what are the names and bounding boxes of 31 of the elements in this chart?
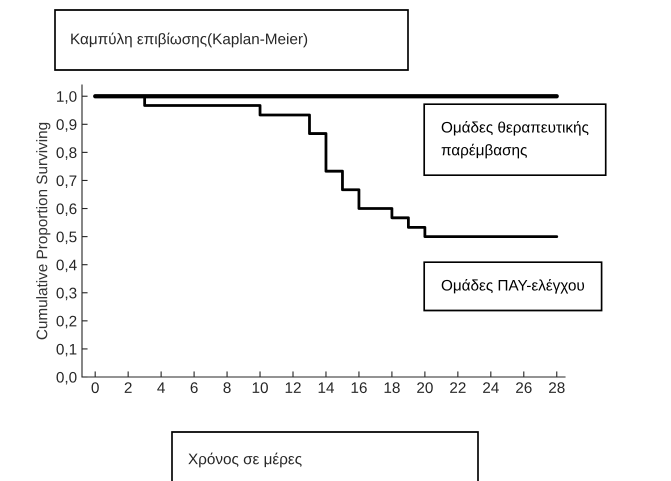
x-tick-label: 2 <box>124 382 132 393</box>
x-tick-label: 28 <box>549 382 565 394</box>
x-tick-label: 12 <box>286 382 301 393</box>
y-tick-label: 0,3 <box>56 288 76 300</box>
x-tick-label: 14 <box>318 382 334 393</box>
y-tick-label: 0,8 <box>56 147 76 160</box>
y-tick-label: 0,6 <box>56 203 76 216</box>
chart-title: Καμπύλη επιβίωσης(Kaplan-Meier) <box>71 32 308 48</box>
x-tick-label: 18 <box>384 382 400 394</box>
x-tick-label: 24 <box>483 382 499 393</box>
x-tick-label: 8 <box>223 382 231 394</box>
x-tick-label: 10 <box>252 382 268 394</box>
x-axis-title: Χρόνος σε μέρες <box>188 452 302 468</box>
x-tick-label: 26 <box>516 382 532 394</box>
text: Ομάδες ΠΑΥ-ελέγχου <box>442 278 584 294</box>
x-tick-label: 16 <box>352 382 367 394</box>
y-tick-label: 0,4 <box>56 260 77 272</box>
x-tick-label: 22 <box>450 382 466 393</box>
x-tick-label: 0 <box>92 382 99 394</box>
y-tick-label: 0,7 <box>56 175 76 188</box>
x-tick-label: 20 <box>417 382 433 394</box>
y-tick-label: 0,2 <box>56 316 76 328</box>
y-tick-label: 0,9 <box>56 119 76 132</box>
x-tick-label: 4 <box>157 382 165 393</box>
series-label: Ομάδες θεραπευτικής παρέμβασης <box>442 121 588 158</box>
y-tick-label: 1,0 <box>57 91 77 104</box>
y-tick-label: 0,1 <box>56 344 76 356</box>
x-tick-label: 6 <box>190 382 198 394</box>
y-tick-label: 0,0 <box>56 372 77 384</box>
y-axis-title: Cumulative Proportion Surviving <box>36 122 50 340</box>
y-tick-label: 0,5 <box>56 231 76 244</box>
